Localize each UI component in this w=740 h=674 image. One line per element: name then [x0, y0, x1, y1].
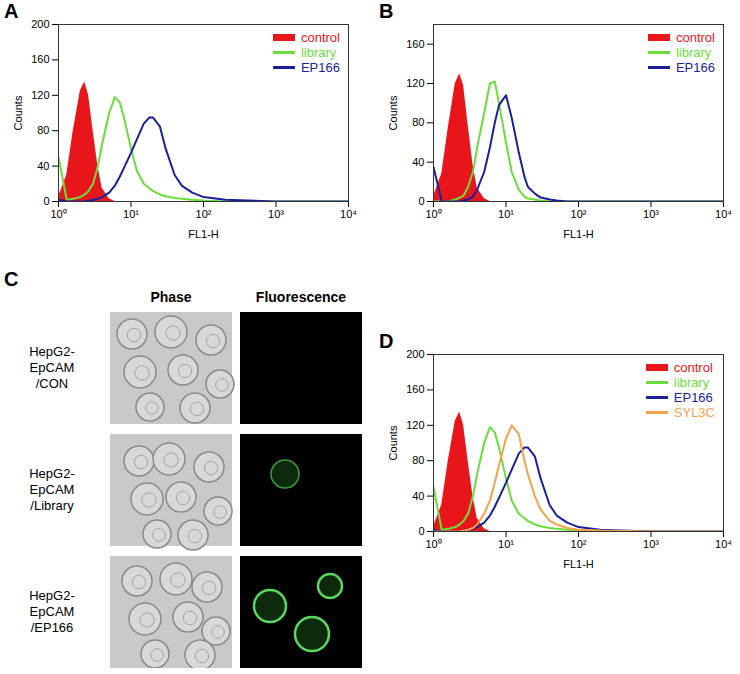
svg-text:Counts: Counts: [12, 95, 24, 130]
html-text:EP166: EP166: [301, 60, 340, 75]
svg-text:200: 200: [406, 348, 424, 360]
svg-text:80: 80: [412, 454, 424, 466]
svg-text:10⁴: 10⁴: [715, 538, 732, 550]
html-text:control: control: [673, 360, 713, 375]
svg-text:40: 40: [37, 160, 49, 172]
svg-text:HepG2-EpCAM/CON: HepG2-EpCAM/CON: [29, 344, 75, 391]
svg-text:10⁰: 10⁰: [50, 208, 66, 220]
html-text:control: control: [301, 30, 340, 45]
svg-text:10⁰: 10⁰: [425, 538, 441, 550]
svg-text:FL1-H: FL1-H: [563, 558, 594, 570]
svg-text:10¹: 10¹: [498, 208, 514, 220]
html-text:A: A: [4, 0, 19, 22]
svg-text:FL1-H: FL1-H: [188, 228, 219, 240]
svg-text:40: 40: [412, 490, 424, 502]
html-text:C: C: [4, 268, 19, 290]
svg-text:10⁴: 10⁴: [340, 208, 357, 220]
svg-text:120: 120: [406, 419, 424, 431]
svg-text:200: 200: [31, 18, 49, 30]
html-text:library: library: [301, 45, 337, 60]
html-text:library: library: [673, 375, 710, 390]
svg-text:160: 160: [31, 53, 49, 65]
svg-text:0: 0: [418, 195, 424, 207]
html-text:D: D: [379, 330, 394, 352]
svg-text:10³: 10³: [643, 538, 659, 550]
svg-text:10¹: 10¹: [498, 538, 514, 550]
svg-text:10²: 10²: [571, 208, 587, 220]
html-text:EP166: EP166: [673, 390, 713, 405]
svg-text:Fluorescence: Fluorescence: [256, 289, 346, 305]
svg-text:10³: 10³: [268, 208, 284, 220]
html-text:library: library: [676, 45, 712, 60]
svg-text:HepG2-EpCAM/Library: HepG2-EpCAM/Library: [29, 466, 75, 513]
svg-text:80: 80: [37, 124, 49, 136]
svg-text:10¹: 10¹: [123, 208, 139, 220]
svg-text:10²: 10²: [196, 208, 212, 220]
svg-text:HepG2-EpCAM/EP166: HepG2-EpCAM/EP166: [29, 588, 75, 635]
svg-text:160: 160: [406, 383, 424, 395]
html-text:EP166: EP166: [676, 60, 715, 75]
svg-text:0: 0: [418, 525, 424, 537]
svg-text:FL1-H: FL1-H: [563, 228, 594, 240]
svg-text:120: 120: [406, 77, 424, 89]
svg-text:120: 120: [31, 89, 49, 101]
svg-text:40: 40: [412, 156, 424, 168]
svg-text:80: 80: [412, 116, 424, 128]
svg-text:10⁰: 10⁰: [425, 208, 441, 220]
svg-text:10⁴: 10⁴: [715, 208, 732, 220]
svg-text:0: 0: [43, 195, 49, 207]
svg-text:160: 160: [406, 38, 424, 50]
svg-text:Phase: Phase: [150, 289, 191, 305]
svg-text:10²: 10²: [571, 538, 587, 550]
svg-text:Counts: Counts: [387, 425, 399, 460]
svg-text:Counts: Counts: [387, 95, 399, 130]
html-text:B: B: [379, 0, 394, 22]
html-text:SYL3C: SYL3C: [673, 405, 715, 420]
html-text:control: control: [676, 30, 715, 45]
svg-text:10³: 10³: [643, 208, 659, 220]
